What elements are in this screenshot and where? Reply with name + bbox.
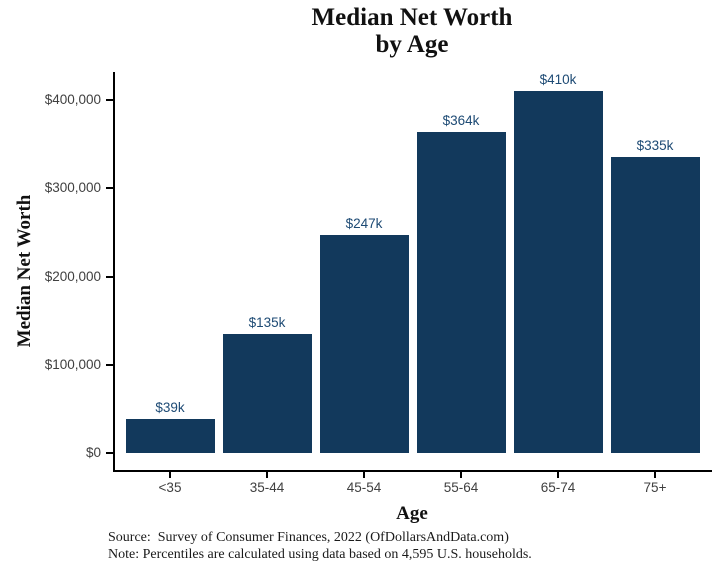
bar-35-44 (222, 334, 312, 453)
x-tick-label: <35 (158, 480, 182, 495)
x-tick-label: 45-54 (346, 480, 382, 495)
chart-title-line2: by Age (375, 31, 449, 58)
x-tick-mark (169, 472, 171, 478)
x-tick-mark (557, 472, 559, 478)
x-tick-label: 55-64 (443, 480, 479, 495)
x-axis-line (113, 470, 712, 472)
y-tick-mark (106, 99, 113, 101)
bar-value-label: $335k (636, 138, 674, 153)
bar-<35 (125, 419, 215, 453)
bar-65-74 (513, 91, 603, 453)
chart-title-line1: Median Net Worth (311, 4, 513, 31)
x-tick-label: 65-74 (540, 480, 576, 495)
y-axis-line (113, 72, 115, 472)
bar-value-label: $410k (539, 72, 577, 87)
y-tick-label: $100,000 (44, 356, 101, 372)
y-tick-label: $200,000 (44, 268, 101, 284)
source-note: Source: Survey of Consumer Finances, 202… (108, 530, 509, 545)
bar-value-label: $364k (442, 113, 480, 128)
x-axis-title: Age (396, 503, 428, 524)
x-tick-label: 35-44 (249, 480, 285, 495)
bar-45-54 (319, 235, 409, 453)
y-tick-label: $0 (85, 445, 101, 460)
footer: Source: Survey of Consumer Finances, 202… (108, 530, 532, 563)
y-tick-label: $400,000 (44, 92, 101, 107)
y-tick-mark (106, 452, 113, 454)
y-axis: $0 $100,000 $200,000 $300,000 $400,000 (0, 72, 113, 470)
x-tick-mark (654, 472, 656, 478)
chart-title: Median Net Worth by Age (115, 4, 709, 58)
x-tick-mark (460, 472, 462, 478)
bar-value-label: $39k (155, 400, 185, 415)
x-axis: <35 35-44 45-54 55-64 65-74 75+ (115, 472, 709, 502)
y-tick-mark (106, 363, 113, 366)
bar-value-label: $247k (345, 216, 383, 231)
y-tick-mark (106, 275, 113, 278)
x-tick-mark (266, 472, 268, 478)
bar-value-label: $135k (248, 315, 286, 330)
methodology-note: Note: Percentiles are calculated using d… (108, 546, 532, 562)
x-tick-mark (363, 472, 365, 478)
bar-55-64 (416, 132, 506, 453)
x-tick-label: 75+ (643, 480, 667, 495)
bar-75+ (610, 157, 700, 453)
plot-panel: $39k $135k $247k $364k $410k $335k (115, 72, 709, 470)
y-tick-label: $300,000 (44, 180, 101, 196)
y-tick-mark (106, 187, 113, 190)
